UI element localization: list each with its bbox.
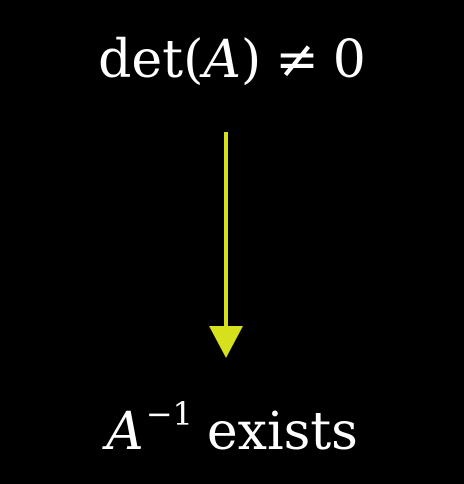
not-equal-sign: ≠ <box>275 30 319 90</box>
inverse-exists-statement: A−1 exists <box>0 398 464 458</box>
inverse-exponent: −1 <box>145 395 193 433</box>
arrow-head-icon <box>209 326 243 358</box>
inverse-matrix-variable: A <box>106 402 144 462</box>
open-paren: ( <box>183 30 204 90</box>
zero-value: 0 <box>332 30 366 90</box>
exists-word: exists <box>206 402 358 462</box>
determinant-condition: det(A) ≠ 0 <box>0 34 464 86</box>
close-paren: ) <box>240 30 262 90</box>
matrix-variable-a: A <box>203 30 241 90</box>
det-function: det <box>98 30 184 90</box>
